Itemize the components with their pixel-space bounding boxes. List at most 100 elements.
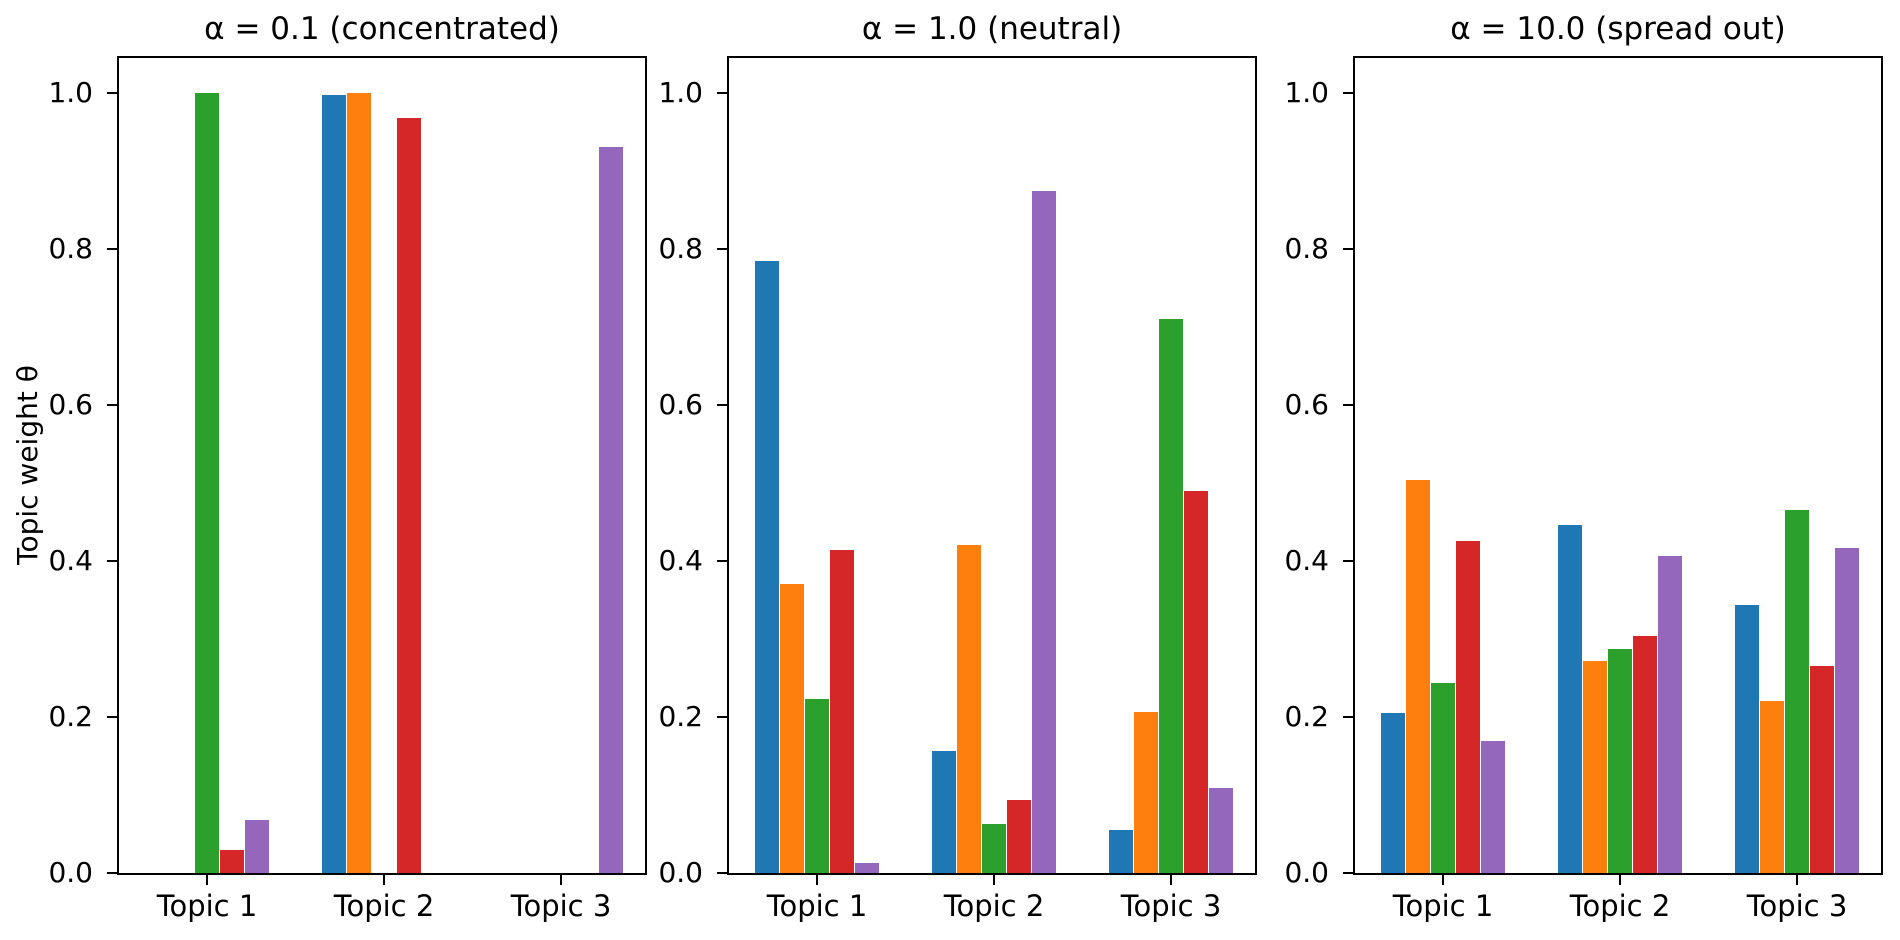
bar-sample-5-topic-3	[599, 146, 623, 873]
x-tick-mark	[816, 875, 818, 885]
bar-sample-4-topic-2	[397, 117, 421, 873]
bar-group-topic-1	[1381, 58, 1506, 873]
x-tick-label: Topic 2	[943, 889, 1045, 923]
x-tick-label: Topic 2	[1569, 889, 1671, 923]
bar-sample-1-topic-1	[755, 260, 779, 873]
y-tick-mark	[1343, 404, 1353, 406]
y-tick-label: 0.6	[48, 388, 93, 421]
y-tick-label: 0.8	[658, 232, 703, 265]
bar-sample-3-topic-1	[195, 93, 219, 873]
y-tick-label: 1.0	[48, 76, 93, 109]
y-tick-mark	[107, 404, 117, 406]
x-tick-label: Topic 1	[156, 889, 258, 923]
plot-area: 0.0 0.2 0.4 0.6 0.8 1.0 Topic 1 Topic 2 Topic 3	[1284, 56, 1883, 923]
y-tick-label: 0.8	[48, 232, 93, 265]
x-tick-label: Topic 1	[1392, 889, 1494, 923]
y-tick-label: 0.6	[1284, 388, 1329, 421]
bar-sample-1-topic-2	[322, 95, 346, 873]
bar-sample-5-topic-3	[1209, 787, 1233, 873]
bar-sample-4-topic-1	[1456, 540, 1480, 873]
bar-sample-2-topic-1	[780, 583, 804, 873]
bar-sample-4-topic-3	[1810, 666, 1834, 873]
y-tick-mark	[1343, 716, 1353, 718]
y-tick-label: 0.4	[48, 544, 93, 577]
plot-area: 0.0 0.2 0.4 0.6 0.8 1.0 Topic 1 Topic 2 Topic 3	[48, 56, 647, 923]
subplot-2: α = 1.0 (neutral) 0.0 0.2 0.4 0.6 0.8 1.0 Topic…	[658, 0, 1257, 940]
y-tick-label: 0.2	[48, 700, 93, 733]
bar-group-topic-2	[322, 58, 447, 873]
y-tick-mark	[717, 560, 727, 562]
bar-group-topic-2	[932, 58, 1057, 873]
y-tick-label: 1.0	[658, 76, 703, 109]
bar-group-topic-1	[755, 58, 880, 873]
subplot-title: α = 0.1 (concentrated)	[204, 11, 560, 47]
bar-sample-4-topic-3	[1184, 490, 1208, 873]
x-tick-mark	[1442, 875, 1444, 885]
bar-sample-5-topic-2	[1032, 190, 1056, 873]
bar-sample-3-topic-1	[1431, 682, 1455, 873]
y-tick-label: 0.2	[658, 700, 703, 733]
bar-sample-2-topic-3	[1134, 712, 1158, 873]
bar-sample-5-topic-3	[1835, 547, 1859, 873]
bar-sample-3-topic-3	[1159, 319, 1183, 873]
bar-sample-4-topic-2	[1007, 799, 1031, 873]
y-tick-label: 1.0	[1284, 76, 1329, 109]
subplot-1: α = 0.1 (concentrated) 0.0 0.2 0.4 0.6 0.8 1.0…	[11, 0, 647, 940]
y-tick-mark	[107, 872, 117, 874]
y-tick-label: 0.0	[48, 856, 93, 889]
bar-sample-4-topic-2	[1633, 635, 1657, 873]
y-tick-mark	[1343, 560, 1353, 562]
y-tick-label: 0.6	[658, 388, 703, 421]
y-tick-mark	[717, 404, 727, 406]
bar-sample-1-topic-2	[932, 750, 956, 873]
x-tick-label: Topic 3	[1746, 889, 1848, 923]
y-tick-mark	[1343, 248, 1353, 250]
y-tick-mark	[107, 560, 117, 562]
y-tick-label: 0.4	[658, 544, 703, 577]
bar-sample-5-topic-1	[245, 819, 269, 873]
bar-sample-2-topic-3	[1760, 701, 1784, 873]
bar-sample-1-topic-1	[1381, 713, 1405, 873]
bar-sample-1-topic-3	[1735, 604, 1759, 873]
y-tick-label: 0.8	[1284, 232, 1329, 265]
subplot-title: α = 1.0 (neutral)	[861, 11, 1123, 47]
bar-group-topic-3	[1109, 58, 1234, 873]
bar-sample-2-topic-2	[347, 93, 371, 873]
x-tick-mark	[1796, 875, 1798, 885]
x-tick-label: Topic 3	[1120, 889, 1222, 923]
y-tick-label: 0.2	[1284, 700, 1329, 733]
x-tick-label: Topic 2	[333, 889, 435, 923]
x-tick-mark	[1619, 875, 1621, 885]
y-tick-label: 0.0	[658, 856, 703, 889]
x-tick-label: Topic 1	[766, 889, 868, 923]
bar-sample-5-topic-2	[1658, 556, 1682, 873]
y-tick-label: 0.0	[1284, 856, 1329, 889]
bar-group-topic-2	[1558, 58, 1683, 873]
y-axis-label: Topic weight θ	[11, 365, 44, 565]
bar-sample-1-topic-3	[1109, 830, 1133, 873]
x-tick-mark	[1170, 875, 1172, 885]
plot-area: 0.0 0.2 0.4 0.6 0.8 1.0 Topic 1 Topic 2 Topic 3	[658, 56, 1257, 923]
subplot-title: α = 10.0 (spread out)	[1450, 11, 1786, 47]
x-tick-mark	[206, 875, 208, 885]
y-tick-mark	[717, 872, 727, 874]
y-tick-mark	[717, 248, 727, 250]
bar-sample-2-topic-1	[1406, 479, 1430, 873]
y-tick-mark	[1343, 92, 1353, 94]
bar-sample-2-topic-2	[957, 544, 981, 873]
bar-group-topic-3	[499, 58, 624, 873]
bar-sample-5-topic-1	[1481, 741, 1505, 873]
y-tick-mark	[717, 716, 727, 718]
bar-sample-2-topic-2	[1583, 660, 1607, 873]
bar-group-topic-3	[1735, 58, 1860, 873]
y-tick-mark	[107, 92, 117, 94]
bar-sample-3-topic-2	[1608, 649, 1632, 873]
bar-sample-3-topic-1	[805, 699, 829, 873]
bar-sample-4-topic-1	[220, 849, 244, 873]
bar-sample-4-topic-1	[830, 550, 854, 873]
subplot-3: α = 10.0 (spread out) 0.0 0.2 0.4 0.6 0.8 1.0 T…	[1284, 0, 1883, 940]
bar-sample-5-topic-1	[855, 862, 879, 873]
x-tick-mark	[560, 875, 562, 885]
bar-group-topic-1	[145, 58, 270, 873]
